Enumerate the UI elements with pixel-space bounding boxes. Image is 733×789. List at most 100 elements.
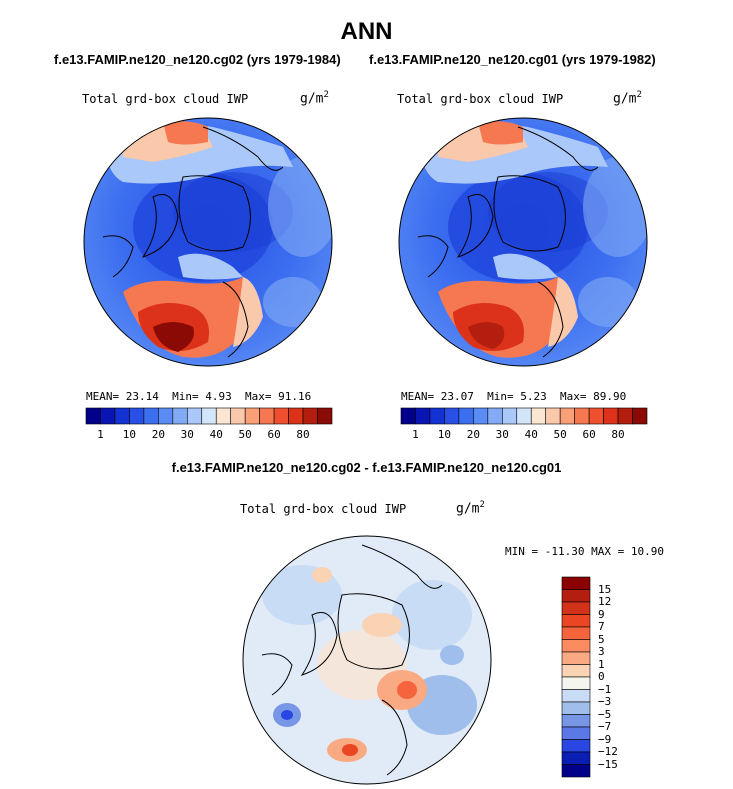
colorbar-swatch	[545, 407, 561, 425]
colorbar-swatch	[288, 407, 304, 425]
colorbar-swatch	[415, 407, 431, 425]
colorbar-label: 80	[296, 428, 310, 441]
colorbar-label: 20	[151, 428, 165, 441]
colorbar-swatch	[559, 407, 575, 425]
colorbar-swatch	[158, 407, 174, 425]
difference-title: f.e13.FAMIP.ne120_ne120.cg02 - f.e13.FAM…	[171, 460, 562, 475]
colorbar-label: 1	[97, 428, 104, 441]
main-title: ANN	[340, 18, 393, 45]
colorbar-swatch	[215, 407, 232, 425]
diff-colorbar-swatch	[561, 589, 591, 603]
left-polar-map	[83, 117, 333, 367]
colorbar-swatch	[273, 407, 289, 425]
difference-colorbar	[561, 576, 591, 778]
diff-colorbar-swatch	[561, 739, 591, 753]
colorbar-swatch	[444, 407, 460, 425]
colorbar-swatch	[530, 407, 547, 425]
right-stats: MEAN= 23.07 Min= 5.23 Max= 89.90	[401, 390, 627, 403]
colorbar-swatch	[143, 407, 159, 425]
diff-colorbar-swatch	[561, 651, 591, 665]
colorbar-swatch	[201, 407, 217, 425]
colorbar-swatch	[302, 407, 318, 425]
right-case-title: f.e13.FAMIP.ne120_ne120.cg01 (yrs 1979-1…	[369, 52, 656, 67]
diff-colorbar-label: −1	[598, 682, 612, 696]
right-colorbar	[400, 407, 648, 425]
colorbar-swatch	[458, 407, 474, 425]
colorbar-swatch	[114, 407, 130, 425]
colorbar-label: 10	[122, 428, 137, 441]
colorbar-swatch	[617, 407, 633, 425]
colorbar-swatch	[603, 407, 619, 425]
colorbar-label: 30	[495, 428, 509, 441]
diff-colorbar-swatch	[561, 701, 591, 715]
right-colorbar-labels: 1 10 20 30 40 50 60 80	[401, 428, 647, 442]
left-case-title: f.e13.FAMIP.ne120_ne120.cg02 (yrs 1979-1…	[54, 52, 341, 67]
right-units: g/m2	[613, 90, 642, 107]
colorbar-label: 10	[437, 428, 452, 441]
right-field-name: Total grd-box cloud IWP	[397, 92, 564, 106]
colorbar-swatch	[588, 407, 604, 425]
colorbar-swatch	[100, 407, 116, 425]
left-stats: MEAN= 23.14 Min= 4.93 Max= 91.16	[86, 390, 312, 403]
diff-units: g/m2	[456, 500, 485, 517]
diff-minmax: MIN = -11.30 MAX = 10.90	[505, 545, 664, 558]
colorbar-swatch	[259, 407, 275, 425]
difference-colorbar-labels: 15 12 9 7 5 3 1 0 −1 −3 −5 −7 −9 −12 −15	[598, 577, 638, 777]
colorbar-label: 1	[412, 428, 419, 441]
colorbar-swatch	[85, 407, 101, 425]
colorbar-label: 40	[209, 428, 223, 441]
diff-colorbar-label: 12	[598, 595, 612, 608]
diff-colorbar-label: −3	[598, 695, 612, 708]
colorbar-label: 30	[180, 428, 194, 441]
diff-colorbar-swatch	[561, 626, 591, 640]
diff-colorbar-swatch	[561, 764, 591, 778]
colorbar-swatch	[230, 407, 246, 425]
colorbar-label: 50	[553, 428, 567, 441]
colorbar-swatch	[172, 407, 188, 425]
diff-colorbar-label: 5	[598, 632, 605, 646]
colorbar-label: 60	[267, 428, 281, 441]
colorbar-swatch	[501, 407, 518, 425]
colorbar-swatch	[317, 407, 333, 425]
diff-colorbar-swatch	[561, 664, 591, 678]
diff-colorbar-label: −7	[598, 720, 612, 733]
diff-colorbar-swatch	[561, 726, 591, 740]
colorbar-swatch	[129, 407, 145, 425]
diff-colorbar-label: −9	[598, 732, 612, 746]
diff-colorbar-label: 3	[598, 645, 605, 658]
colorbar-swatch	[429, 407, 445, 425]
colorbar-swatch	[473, 407, 489, 425]
colorbar-swatch	[574, 407, 590, 425]
diff-colorbar-swatch	[561, 614, 591, 628]
colorbar-swatch	[244, 407, 260, 425]
colorbar-swatch	[632, 407, 648, 425]
diff-colorbar-swatch	[561, 639, 591, 653]
left-colorbar	[85, 407, 333, 425]
diff-colorbar-swatch	[561, 714, 591, 728]
left-units: g/m2	[300, 90, 329, 107]
diff-colorbar-label: 1	[598, 657, 605, 671]
left-field-name: Total grd-box cloud IWP	[82, 92, 249, 106]
colorbar-swatch	[400, 407, 416, 425]
colorbar-label: 80	[611, 428, 625, 441]
diff-colorbar-swatch	[561, 751, 591, 765]
colorbar-swatch	[186, 407, 203, 425]
diff-colorbar-label: 15	[598, 582, 612, 596]
colorbar-label: 50	[238, 428, 252, 441]
right-polar-map	[398, 117, 648, 367]
diff-colorbar-label: −15	[598, 757, 618, 771]
diff-field-name: Total grd-box cloud IWP	[240, 502, 407, 516]
diff-colorbar-label: −5	[598, 707, 612, 721]
colorbar-swatch	[516, 407, 532, 425]
diff-colorbar-label: 0	[598, 670, 605, 683]
diff-colorbar-swatch	[561, 689, 591, 703]
diff-colorbar-swatch	[561, 576, 591, 590]
diff-colorbar-swatch	[561, 676, 591, 690]
colorbar-label: 40	[524, 428, 538, 441]
colorbar-swatch	[487, 407, 503, 425]
diff-colorbar-label: −12	[598, 745, 618, 758]
difference-polar-map	[242, 535, 492, 785]
diff-colorbar-swatch	[561, 601, 591, 615]
diff-colorbar-label: 9	[598, 607, 605, 621]
diff-colorbar-label: 7	[598, 620, 605, 633]
